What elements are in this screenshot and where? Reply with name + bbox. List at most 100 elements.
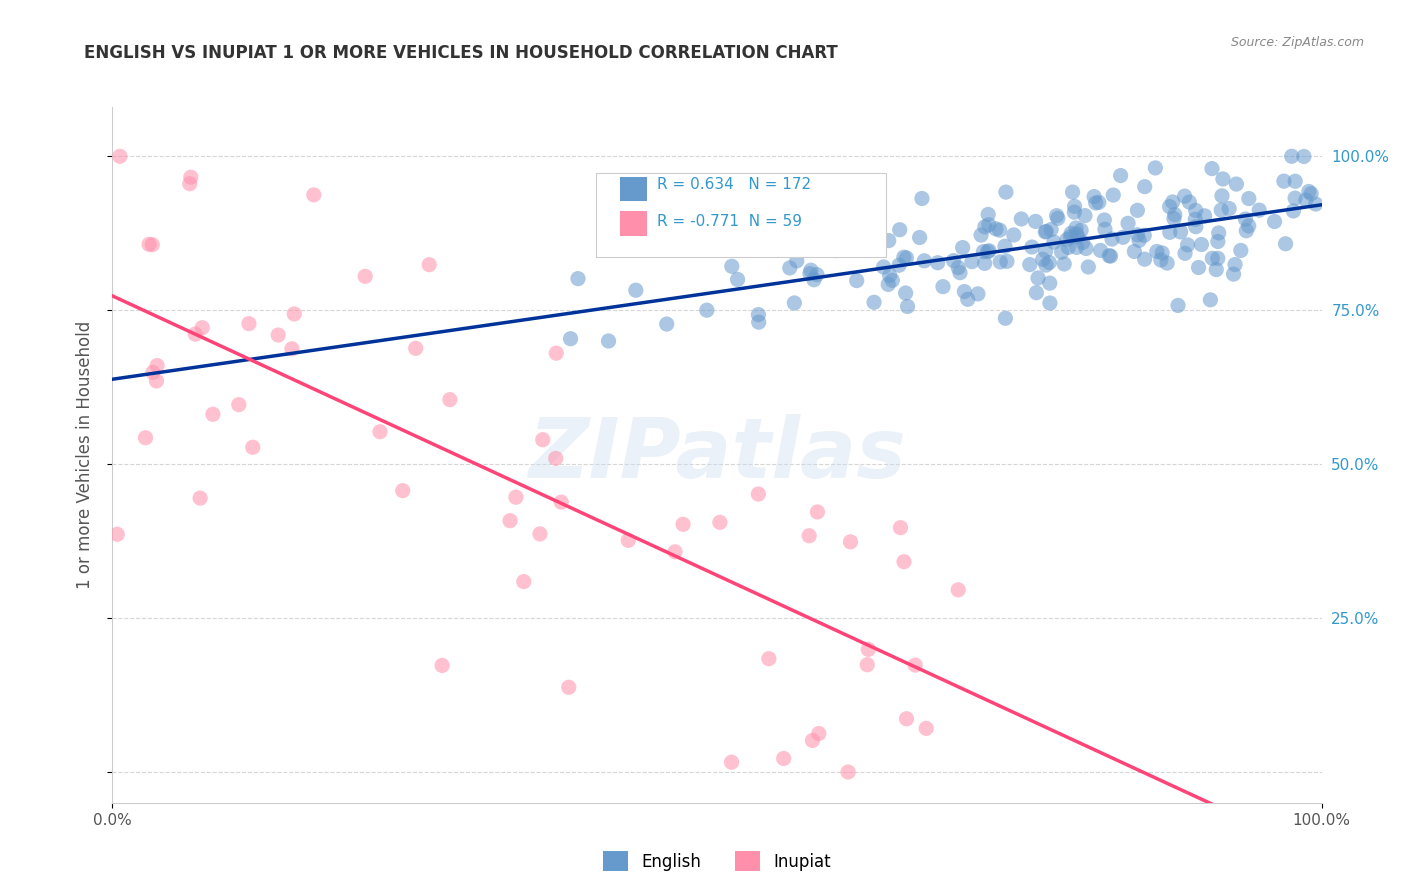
- Legend: English, Inupiat: English, Inupiat: [596, 845, 838, 878]
- Point: [889, 223, 911, 237]
- Point: [908, 230, 931, 244]
- Point: [1070, 223, 1092, 237]
- Point: [1249, 203, 1271, 218]
- Point: [984, 222, 1007, 236]
- Point: [391, 483, 413, 498]
- Point: [696, 303, 718, 318]
- Point: [1066, 240, 1088, 254]
- Point: [1167, 298, 1189, 312]
- Point: [1301, 186, 1323, 201]
- Text: ENGLISH VS INUPIAT 1 OR MORE VEHICLES IN HOUSEHOLD CORRELATION CHART: ENGLISH VS INUPIAT 1 OR MORE VEHICLES IN…: [84, 45, 838, 62]
- Point: [1092, 213, 1115, 227]
- Point: [1128, 233, 1150, 247]
- Point: [1038, 255, 1060, 269]
- Point: [915, 722, 938, 736]
- Point: [281, 342, 304, 356]
- Point: [1077, 260, 1099, 274]
- Point: [138, 237, 160, 252]
- Point: [560, 332, 582, 346]
- Point: [806, 505, 828, 519]
- Point: [1206, 235, 1229, 249]
- Text: Source: ZipAtlas.com: Source: ZipAtlas.com: [1230, 36, 1364, 49]
- Point: [988, 255, 1011, 269]
- Point: [142, 365, 165, 379]
- Point: [1177, 238, 1199, 252]
- Point: [988, 223, 1011, 237]
- Point: [283, 307, 305, 321]
- Point: [1234, 224, 1257, 238]
- Point: [1021, 240, 1043, 254]
- Point: [201, 407, 224, 421]
- Point: [1090, 244, 1112, 258]
- Point: [672, 517, 695, 532]
- Point: [105, 527, 128, 541]
- Point: [956, 293, 979, 307]
- Point: [1026, 271, 1049, 285]
- Point: [141, 237, 163, 252]
- Point: [970, 228, 993, 243]
- Point: [807, 726, 830, 740]
- Point: [1205, 262, 1227, 277]
- Bar: [620, 177, 647, 201]
- Point: [973, 219, 995, 234]
- Point: [1126, 203, 1149, 218]
- Point: [952, 241, 974, 255]
- Point: [1234, 212, 1257, 227]
- Point: [977, 244, 1000, 258]
- Point: [1174, 189, 1197, 203]
- Point: [1112, 230, 1135, 244]
- Point: [1133, 252, 1156, 267]
- Point: [953, 285, 976, 299]
- Point: [800, 263, 823, 277]
- Point: [1208, 226, 1230, 240]
- Point: [1212, 172, 1234, 186]
- Point: [879, 268, 901, 283]
- Point: [863, 295, 886, 310]
- Point: [894, 286, 917, 301]
- Point: [727, 272, 749, 286]
- Point: [1187, 260, 1209, 275]
- Point: [786, 253, 808, 268]
- Point: [1102, 188, 1125, 202]
- Point: [499, 514, 522, 528]
- Point: [1237, 219, 1260, 233]
- Point: [1133, 228, 1156, 243]
- Point: [1284, 191, 1306, 205]
- Point: [1046, 209, 1069, 223]
- Point: [758, 651, 780, 665]
- Point: [1194, 209, 1216, 223]
- Point: [896, 712, 918, 726]
- Point: [995, 254, 1018, 268]
- Point: [1053, 257, 1076, 271]
- Point: [977, 207, 1000, 221]
- Point: [1083, 189, 1105, 203]
- Point: [948, 582, 970, 597]
- Point: [1039, 296, 1062, 310]
- Point: [1156, 256, 1178, 270]
- Point: [790, 229, 813, 244]
- Point: [1222, 267, 1244, 281]
- Point: [1211, 203, 1233, 218]
- Point: [430, 658, 453, 673]
- Point: [188, 491, 211, 505]
- Point: [1084, 196, 1107, 211]
- Point: [1237, 192, 1260, 206]
- Point: [1274, 236, 1296, 251]
- Point: [1164, 208, 1187, 222]
- Point: [1033, 225, 1056, 239]
- Point: [1060, 227, 1083, 241]
- Point: [1074, 242, 1097, 256]
- Point: [972, 244, 994, 259]
- Point: [1046, 211, 1069, 226]
- Point: [1163, 211, 1185, 226]
- Point: [932, 279, 955, 293]
- Point: [368, 425, 391, 439]
- Point: [191, 320, 214, 334]
- Point: [439, 392, 461, 407]
- Point: [1040, 222, 1063, 236]
- Point: [1087, 195, 1109, 210]
- Point: [912, 253, 935, 268]
- Point: [882, 273, 904, 287]
- Point: [228, 398, 250, 412]
- Point: [960, 254, 983, 268]
